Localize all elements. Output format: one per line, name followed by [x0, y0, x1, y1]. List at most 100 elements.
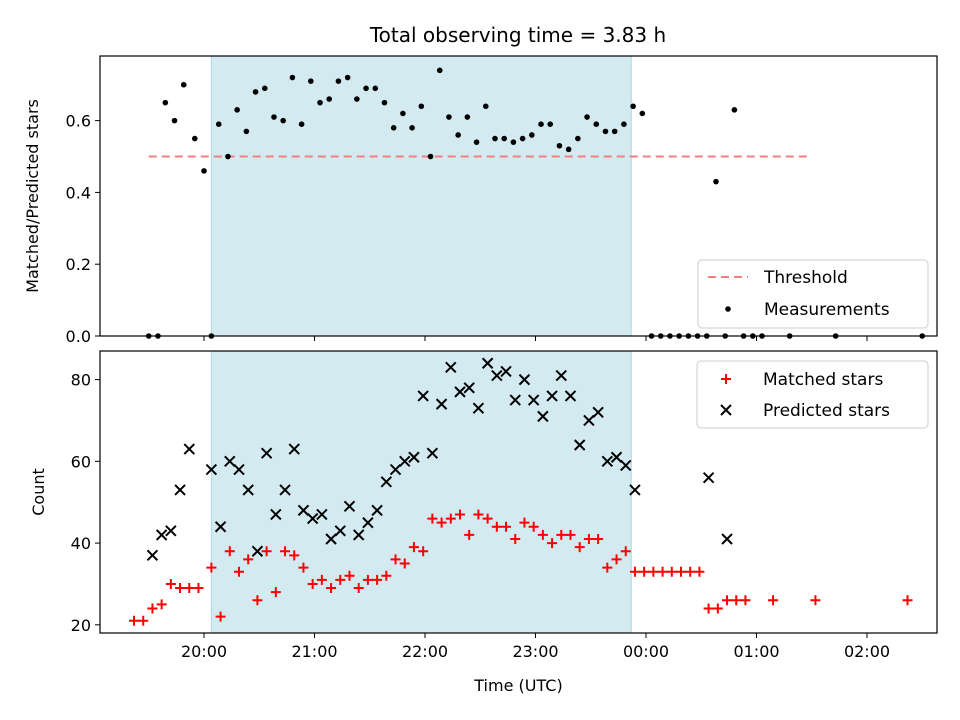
measurement-point	[556, 142, 563, 149]
x-tick-label: 00:00	[623, 642, 669, 661]
predicted-star-point	[270, 508, 282, 521]
measurement-point	[621, 121, 627, 128]
x-tick-label: 21:00	[291, 642, 337, 661]
measurement-point	[409, 124, 415, 131]
matched-star-point	[215, 611, 226, 622]
legend-matched-label: Matched stars	[763, 370, 883, 390]
legend-threshold-label: Threshold	[763, 268, 848, 288]
predicted-star-point	[371, 504, 383, 517]
predicted-star-point	[721, 533, 733, 545]
matched-star-point	[270, 587, 281, 598]
measurement-point	[501, 135, 507, 142]
measurement-point	[400, 110, 406, 117]
measurement-point	[234, 107, 240, 113]
matched-star-point	[657, 566, 668, 577]
matched-star-point	[491, 521, 502, 532]
measurement-point	[492, 135, 498, 142]
y-tick-label: 20	[71, 616, 91, 635]
predicted-star-point	[500, 365, 512, 378]
predicted-star-point	[352, 529, 365, 541]
predicted-star-point	[224, 455, 236, 468]
matched-star-point	[611, 554, 622, 565]
matched-star-point	[510, 534, 521, 544]
predicted-star-point	[316, 508, 328, 521]
legend-measurement-label: Measurements	[764, 300, 890, 320]
x-axis-label: Time (UTC)	[473, 676, 562, 695]
measurement-point	[225, 153, 231, 160]
measurement-point	[427, 153, 434, 160]
measurement-point	[547, 121, 554, 128]
predicted-star-point	[251, 545, 264, 557]
matched-star-point	[685, 566, 696, 577]
matched-star-point	[519, 517, 530, 528]
measurement-point	[602, 128, 609, 135]
matched-star-point	[565, 529, 576, 540]
matched-star-point	[353, 583, 364, 594]
measurement-point	[363, 85, 369, 92]
measurement-point	[162, 99, 169, 106]
predicted-star-point	[537, 410, 549, 423]
measurement-point	[344, 74, 351, 81]
matched-star-point	[390, 554, 401, 565]
matched-star-point	[418, 546, 429, 557]
matched-star-point	[620, 546, 631, 557]
predicted-star-point	[491, 369, 503, 382]
predicted-star-point	[573, 439, 586, 451]
measurement-point	[584, 114, 590, 120]
predicted-star-point	[555, 369, 567, 382]
measurement-point	[630, 103, 636, 110]
plot-frame	[99, 350, 938, 634]
measurement-point	[326, 96, 333, 102]
predicted-star-point	[279, 484, 291, 496]
matched-star-point	[147, 603, 158, 614]
predicted-star-point	[426, 447, 439, 459]
measurement-point	[372, 85, 379, 92]
matched-star-point	[298, 562, 309, 573]
matched-star-point	[224, 546, 235, 557]
matched-star-point	[445, 513, 456, 524]
predicted-star-point	[146, 549, 159, 562]
y-tick-label: 0.2	[66, 255, 91, 274]
measurement-point	[529, 132, 535, 138]
predicted-star-point	[297, 504, 310, 517]
predicted-star-point	[509, 394, 521, 406]
predicted-star-point	[592, 406, 604, 419]
predicted-star-point	[214, 521, 227, 533]
measurement-point	[482, 103, 489, 110]
matched-star-point	[362, 574, 373, 585]
y-tick-label: 40	[71, 534, 91, 553]
figure-text: Total observing time = 3.83 h	[369, 23, 666, 47]
x-tick-label: 20:00	[181, 642, 227, 661]
observing-window-shade	[210, 55, 632, 337]
x-tick-label: 02:00	[844, 642, 890, 661]
predicted-star-point	[481, 357, 494, 369]
matched-star-point	[547, 538, 558, 549]
measurement-point	[271, 114, 277, 120]
matched-star-point	[326, 583, 337, 594]
matched-star-point	[593, 534, 604, 544]
measurement-point	[510, 139, 517, 145]
matched-star-point	[307, 578, 318, 589]
predicted-star-point	[183, 443, 195, 455]
measurement-point	[180, 81, 187, 88]
predicted-star-point	[233, 463, 245, 476]
matched-star-point	[156, 599, 167, 610]
measurement-point	[381, 99, 388, 106]
predicted-star-point	[174, 484, 186, 496]
y-tick-label: 0.6	[66, 112, 91, 131]
matched-star-point	[335, 574, 346, 585]
predicted-star-point	[165, 525, 177, 537]
matched-star-point	[344, 570, 355, 581]
matched-star-point	[482, 513, 493, 524]
predicted-star-point	[417, 390, 429, 402]
measurement-point	[390, 124, 397, 131]
matched-star-point	[639, 566, 650, 577]
legend-matched-swatch	[721, 374, 731, 384]
predicted-star-point	[546, 390, 558, 402]
matched-star-point	[427, 513, 438, 524]
matched-star-point	[408, 542, 419, 553]
predicted-star-point	[389, 463, 402, 476]
measurement-point	[565, 146, 572, 153]
